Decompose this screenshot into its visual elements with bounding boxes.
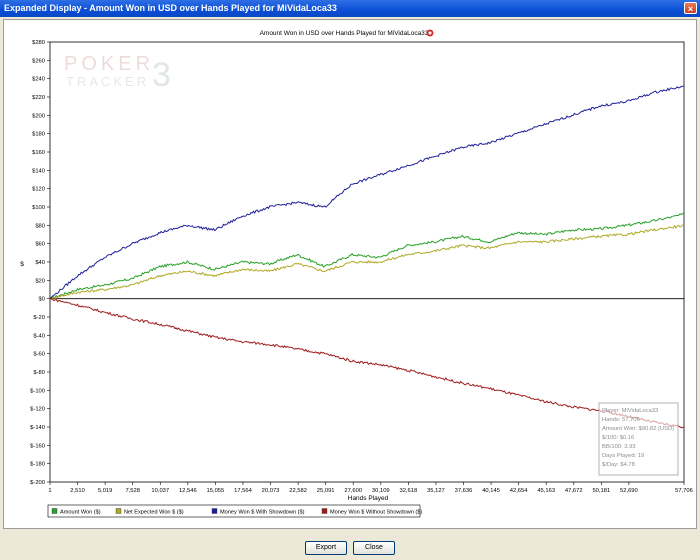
x-tick-label: 47,672 xyxy=(565,488,583,494)
x-axis-label: Hands Played xyxy=(348,495,389,502)
series-without-showdown xyxy=(50,298,685,429)
y-tick-label: $60 xyxy=(35,242,45,248)
y-tick-label: $20 xyxy=(35,278,45,284)
x-tick-label: 35,127 xyxy=(427,488,445,494)
stats-box: Player: MiVidaLoca33 Hands: 57,706 Amount … xyxy=(598,402,679,476)
x-tick-label: 20,073 xyxy=(262,488,280,494)
y-tick-label: $-160 xyxy=(30,443,45,449)
stats-line: Player: MiVidaLoca33 xyxy=(602,408,658,414)
series-amount-won xyxy=(49,213,685,300)
export-button[interactable]: Export xyxy=(305,541,347,555)
y-tick-label: $-200 xyxy=(30,480,45,486)
x-tick-label: 25,091 xyxy=(317,488,335,494)
y-tick-label: $80 xyxy=(35,223,45,229)
y-tick-label: $-60 xyxy=(33,352,45,358)
plot-area: $280 $260 $240 $220 $200 $180 $160 $140 $120 $100… xyxy=(30,40,693,494)
y-tick-label: $-120 xyxy=(30,407,45,413)
x-tick-label: 37,636 xyxy=(455,488,473,494)
y-tick-label: $280 xyxy=(32,40,45,46)
x-tick-label: 15,055 xyxy=(207,488,225,494)
x-tick-label: 42,654 xyxy=(510,488,529,494)
y-tick-label: $120 xyxy=(32,187,45,193)
y-tick-label: $260 xyxy=(32,58,45,64)
y-tick-label: $-80 xyxy=(33,370,45,376)
x-tick-label: 27,600 xyxy=(344,488,362,494)
x-tick-label: 7,528 xyxy=(125,488,140,494)
chart-title: Amount Won in USD over Hands Played for … xyxy=(260,30,429,37)
legend-entry: Money Won $ Without Showdown ($) xyxy=(330,510,422,516)
x-tick-label: 5,019 xyxy=(98,488,113,494)
legend-swatch xyxy=(321,508,328,514)
x-tick-label: 12,546 xyxy=(179,488,197,494)
stats-line: $/100: $0.16 xyxy=(602,435,634,441)
legend-entry: Money Won $ With Showdown ($) xyxy=(220,510,305,516)
series-with-showdown xyxy=(49,85,685,300)
x-tick-label: 1 xyxy=(48,488,51,494)
y-tick-label: $180 xyxy=(32,132,45,138)
legend-swatch xyxy=(51,508,58,514)
stats-line: Hands: 57,706 xyxy=(602,417,640,423)
window-titlebar: Expanded Display - Amount Won in USD ove… xyxy=(0,0,700,17)
stats-line: BB/100: 3.93 xyxy=(602,444,636,450)
legend: Amount Won ($) Net Expected Won $ ($) Mone… xyxy=(47,504,422,518)
x-tick-label: 22,582 xyxy=(289,488,307,494)
legend-entry: Amount Won ($) xyxy=(60,510,101,516)
y-tick-label: $-140 xyxy=(30,425,45,431)
x-tick-label: 2,510 xyxy=(70,488,85,494)
legend-swatch xyxy=(115,508,122,514)
x-tick-label: 32,618 xyxy=(399,488,417,494)
chart-title-icon xyxy=(426,29,434,37)
x-tick-label: 40,145 xyxy=(482,488,500,494)
y-tick-label: $240 xyxy=(32,77,45,83)
window-title: Expanded Display - Amount Won in USD ove… xyxy=(4,3,337,13)
x-tick-label: 17,564 xyxy=(234,488,253,494)
y-tick-label: $40 xyxy=(35,260,45,266)
watermark-num: 3 xyxy=(152,56,171,94)
y-tick-label: $220 xyxy=(32,95,45,101)
watermark-logo: POKER TRACKER 3 xyxy=(64,53,171,94)
legend-box xyxy=(47,504,421,518)
y-tick-label: $0 xyxy=(39,297,45,303)
y-tick-label: $140 xyxy=(32,168,45,174)
x-tick-label: 50,181 xyxy=(592,488,610,494)
window-close-button[interactable]: × xyxy=(684,2,697,14)
chart: POKER TRACKER 3 Amount Won in USD over H… xyxy=(20,29,693,518)
x-tick-label: 57,706 xyxy=(675,488,693,494)
y-tick-label: $-20 xyxy=(33,315,45,321)
stats-line: Amount Won: $90.82 (USD) xyxy=(602,426,674,432)
stats-line: $/Day: $4.78 xyxy=(602,462,635,468)
x-tick-label: 52,690 xyxy=(620,488,638,494)
legend-swatch xyxy=(211,508,218,514)
y-axis-label: $ xyxy=(20,261,24,268)
y-tick-label: $200 xyxy=(32,113,45,119)
y-tick-label: $160 xyxy=(32,150,45,156)
chart-panel: POKER TRACKER 3 Amount Won in USD over H… xyxy=(3,19,697,529)
plot-frame xyxy=(49,41,685,483)
watermark-line2: TRACKER xyxy=(66,74,149,89)
x-tick-label: 45,163 xyxy=(537,488,555,494)
legend-entry: Net Expected Won $ ($) xyxy=(124,510,184,516)
x-tick-label: 10,037 xyxy=(151,488,169,494)
series-net-expected xyxy=(49,224,685,300)
y-tick-label: $100 xyxy=(32,205,45,211)
y-tick-label: $-100 xyxy=(30,388,45,394)
stats-line: Days Played: 19 xyxy=(602,453,644,459)
watermark-line1: POKER xyxy=(64,53,154,75)
y-tick-label: $-40 xyxy=(33,333,45,339)
x-tick-label: 30,109 xyxy=(372,488,390,494)
close-button[interactable]: Close xyxy=(353,541,395,555)
y-tick-label: $-180 xyxy=(30,462,45,468)
